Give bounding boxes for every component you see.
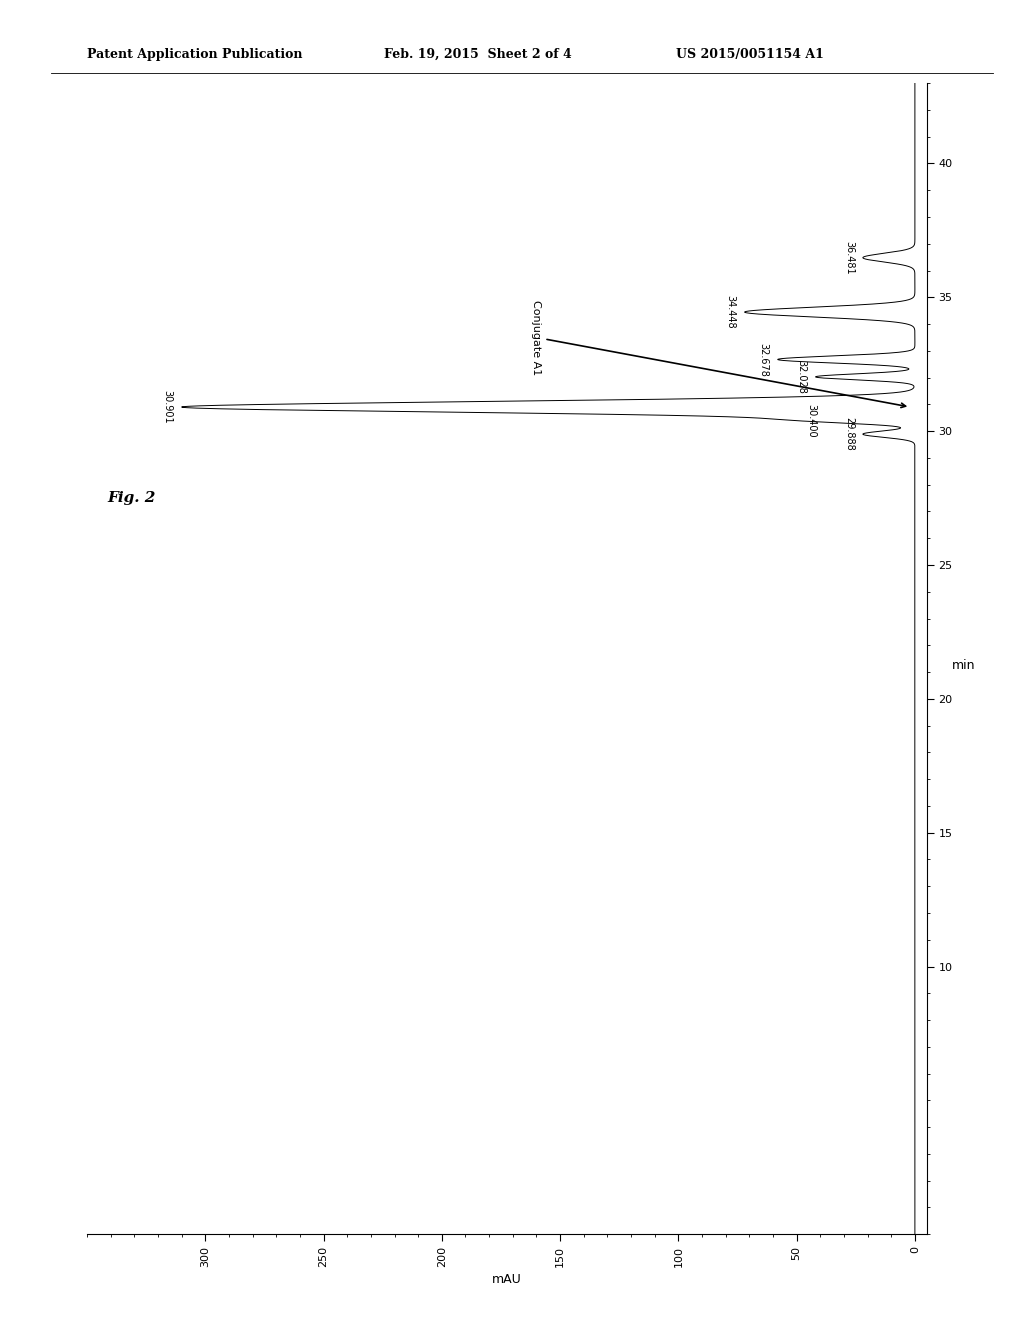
- Y-axis label: min: min: [952, 659, 976, 672]
- Text: Patent Application Publication: Patent Application Publication: [87, 48, 302, 61]
- Text: US 2015/0051154 A1: US 2015/0051154 A1: [676, 48, 823, 61]
- Text: 30.901: 30.901: [163, 391, 173, 424]
- Text: 34.448: 34.448: [726, 296, 735, 329]
- X-axis label: mAU: mAU: [492, 1272, 522, 1286]
- Text: 30.400: 30.400: [806, 404, 816, 437]
- Text: 36.481: 36.481: [844, 240, 854, 275]
- Text: 29.888: 29.888: [844, 417, 854, 451]
- Text: 32.678: 32.678: [759, 342, 769, 376]
- Text: Conjugate A1: Conjugate A1: [531, 300, 905, 408]
- Text: Feb. 19, 2015  Sheet 2 of 4: Feb. 19, 2015 Sheet 2 of 4: [384, 48, 571, 61]
- Text: Fig. 2: Fig. 2: [108, 491, 156, 504]
- Text: 32.028: 32.028: [797, 360, 807, 393]
